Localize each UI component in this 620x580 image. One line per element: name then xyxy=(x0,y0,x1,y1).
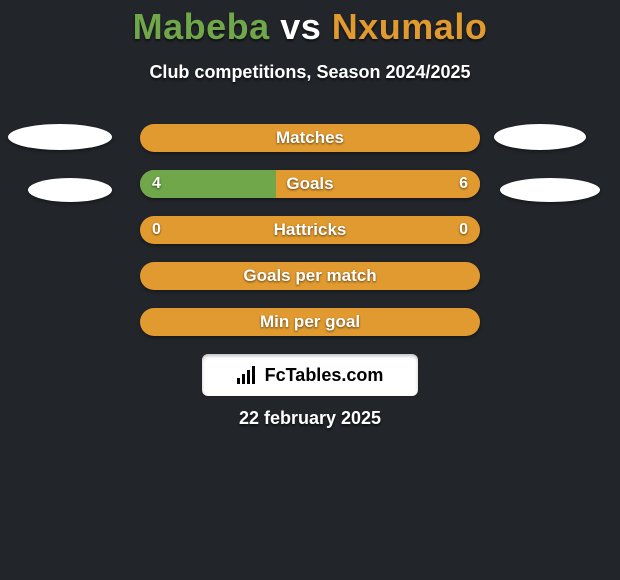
stat-bar-goals-label: Goals xyxy=(140,170,480,198)
stat-bar-goals-per-match-label: Goals per match xyxy=(140,262,480,290)
comparison-infographic: Mabeba vs Nxumalo Club competitions, Sea… xyxy=(0,0,620,580)
page-title: Mabeba vs Nxumalo xyxy=(0,0,620,48)
date-text: 22 february 2025 xyxy=(0,408,620,429)
stat-bar-matches-label: Matches xyxy=(140,124,480,152)
stat-bar-matches: Matches xyxy=(140,124,480,152)
stat-bar-hattricks-left-value: 0 xyxy=(152,216,161,244)
bar-chart-icon xyxy=(237,366,259,384)
stat-bar-goals-left-value: 4 xyxy=(152,170,161,198)
subtitle: Club competitions, Season 2024/2025 xyxy=(0,62,620,83)
stat-bar-goals-right-value: 6 xyxy=(459,170,468,198)
title-vs: vs xyxy=(280,6,321,47)
title-player1: Mabeba xyxy=(133,6,270,47)
title-player2: Nxumalo xyxy=(332,6,488,47)
logo-text: FcTables.com xyxy=(265,365,384,386)
stat-bar-hattricks-label: Hattricks xyxy=(140,216,480,244)
fctables-logo: FcTables.com xyxy=(202,354,418,396)
avatar-placeholder-right-2 xyxy=(500,178,600,202)
avatar-placeholder-left-1 xyxy=(8,124,112,150)
stat-bar-goals: Goals4 6 xyxy=(140,170,480,198)
avatar-placeholder-left-2 xyxy=(28,178,112,202)
avatar-placeholder-right-1 xyxy=(494,124,586,150)
stat-bar-hattricks: Hattricks0 0 xyxy=(140,216,480,244)
stat-bar-goals-per-match: Goals per match xyxy=(140,262,480,290)
stat-bar-min-per-goal: Min per goal xyxy=(140,308,480,336)
stats-bars: Matches Goals4 6 Hattricks0 0 Goals per match… xyxy=(140,124,480,354)
stat-bar-min-per-goal-label: Min per goal xyxy=(140,308,480,336)
stat-bar-hattricks-right-value: 0 xyxy=(459,216,468,244)
